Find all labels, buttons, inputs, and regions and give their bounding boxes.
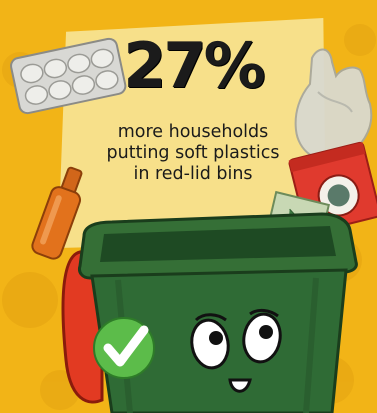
plastic-bag-icon — [294, 48, 373, 161]
check-mark-icon — [93, 317, 155, 379]
description-line-2: putting soft plastics — [106, 143, 280, 163]
description-line-1: more households — [117, 122, 269, 142]
cartoon-face-icon — [190, 308, 282, 393]
glass-bottle-icon — [31, 166, 83, 260]
headline-stat: 27% — [123, 29, 265, 102]
wheelie-bin-icon — [61, 212, 358, 413]
egg-carton-icon — [10, 37, 127, 115]
description-line-3: in red-lid bins — [133, 164, 253, 184]
stat-description: more households putting soft plastics in… — [74, 122, 312, 185]
